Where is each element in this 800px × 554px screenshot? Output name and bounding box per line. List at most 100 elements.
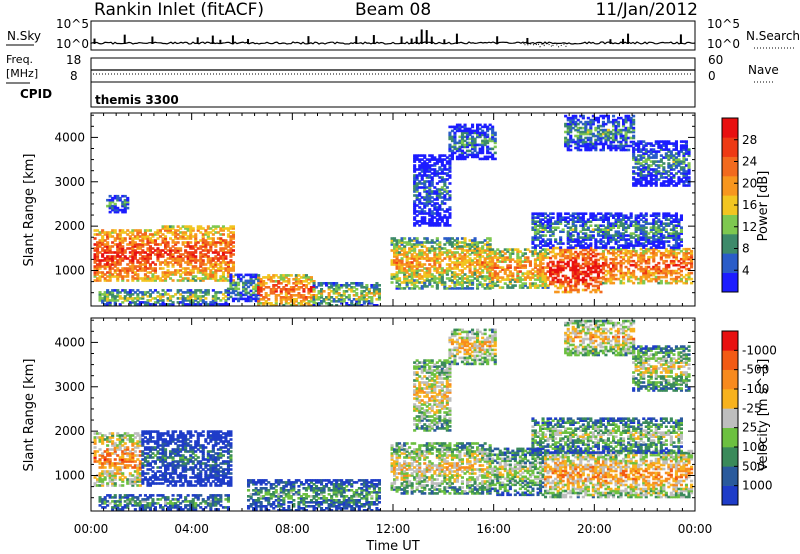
echo-cell (453, 287, 457, 290)
echo-cell (131, 275, 135, 278)
echo-cell (320, 282, 324, 285)
echo-cell (571, 238, 575, 241)
echo-cell (622, 214, 626, 217)
echo-cell (460, 125, 464, 129)
echo-cell (101, 243, 105, 246)
echo-cell (445, 273, 449, 276)
echo-cell (312, 290, 316, 293)
echo-cell (151, 233, 155, 236)
echo-cell (415, 154, 419, 157)
echo-cell (164, 239, 168, 242)
echo-cell (667, 263, 671, 267)
echo-cell (390, 259, 394, 262)
echo-cell (199, 255, 203, 258)
echo-cell (335, 292, 339, 295)
echo-cell (463, 135, 467, 139)
freq-tick-bottom: 8 (70, 69, 78, 83)
echo-cell (606, 212, 610, 215)
echo-cell (191, 267, 195, 270)
echo-cell (413, 259, 417, 262)
echo-cell (551, 282, 555, 286)
echo-cell (219, 261, 223, 264)
echo-cell (511, 276, 515, 279)
echo-cell (413, 271, 417, 274)
echo-cell (186, 273, 190, 276)
echo-cell (93, 261, 97, 264)
echo-cell (350, 300, 354, 303)
echo-cell (579, 242, 583, 245)
echo-cell (574, 262, 578, 266)
echo-cell (589, 276, 593, 280)
echo-cell (599, 124, 603, 128)
echo-cell (652, 238, 656, 241)
echo-cell (143, 279, 147, 282)
echo-cell (347, 284, 351, 287)
echo-cell (166, 241, 170, 244)
echo-cell (317, 302, 321, 305)
echo-cell (674, 224, 678, 227)
echo-cell (455, 129, 459, 133)
echo-cell (136, 269, 140, 272)
echo-cell (171, 271, 175, 274)
echo-cell (194, 233, 198, 236)
echo-cell (627, 234, 631, 237)
echo-cell (299, 296, 303, 299)
echo-cell (604, 228, 608, 231)
echo-cell (609, 240, 613, 243)
echo-cell (403, 255, 407, 258)
echo-cell (667, 214, 671, 217)
echo-cell (601, 271, 605, 275)
echo-cell (589, 272, 593, 276)
echo-cell (546, 242, 550, 245)
echo-cell (111, 257, 115, 260)
echo-cell (566, 130, 570, 134)
echo-cell (249, 281, 253, 285)
echo-cell (420, 241, 424, 244)
echo-cell (481, 283, 485, 286)
echo-cell (164, 263, 168, 266)
echo-cell (108, 275, 112, 278)
echo-cell (458, 157, 462, 161)
echo-cell (123, 251, 127, 254)
echo-cell (488, 137, 492, 141)
echo-cell (433, 192, 437, 195)
echo-cell (118, 273, 122, 276)
echo-cell (460, 257, 464, 260)
echo-cell (111, 208, 115, 212)
echo-cell (141, 237, 145, 240)
echo-cell (654, 226, 658, 229)
echo-cell (584, 234, 588, 237)
echo-cell (93, 253, 97, 256)
echo-cell (113, 297, 117, 300)
echo-cell (619, 146, 623, 150)
echo-cell (418, 275, 422, 278)
echo-cell (536, 212, 540, 215)
echo-cell (211, 273, 215, 276)
echo-cell (116, 247, 120, 250)
echo-cell (257, 290, 261, 293)
echo-cell (146, 229, 150, 232)
echo-cell (196, 289, 200, 292)
echo-cell (365, 286, 369, 289)
echo-cell (201, 233, 205, 236)
echo-cell (201, 261, 205, 264)
echo-cell (518, 266, 522, 269)
echo-cell (219, 299, 223, 302)
echo-cell (617, 124, 621, 128)
echo-cell (206, 303, 210, 306)
echo-cell (335, 300, 339, 303)
echo-cell (511, 272, 515, 275)
nsky-spike (93, 38, 96, 44)
echo-cell (435, 182, 439, 185)
echo-cell (136, 237, 140, 240)
echo-cell (174, 231, 178, 234)
echo-cell (516, 266, 520, 269)
echo-cell (551, 276, 555, 280)
echo-cell (556, 272, 560, 276)
echo-cell (133, 277, 137, 280)
echo-cell (332, 300, 336, 303)
echo-cell (471, 261, 475, 264)
echo-cell (632, 263, 636, 267)
echo-cell (179, 275, 183, 278)
echo-cell (433, 156, 437, 159)
